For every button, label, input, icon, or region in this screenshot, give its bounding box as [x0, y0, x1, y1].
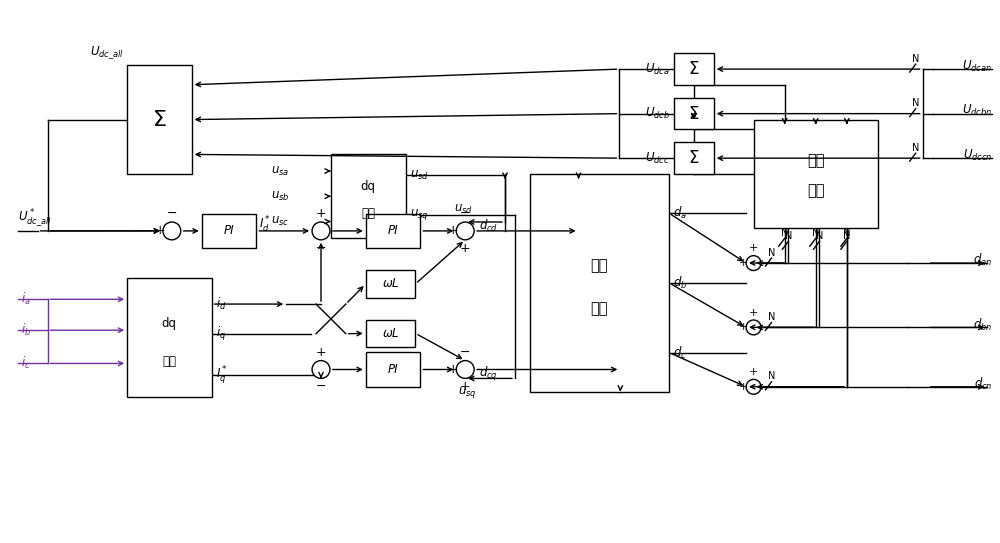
Text: N: N [785, 231, 792, 241]
Text: −: − [460, 345, 470, 358]
Text: 均压: 均压 [591, 301, 608, 317]
Text: N: N [816, 231, 823, 241]
Text: $i_d$: $i_d$ [216, 296, 226, 312]
Text: N: N [912, 54, 919, 64]
Text: N: N [781, 228, 788, 238]
Text: PI: PI [388, 224, 398, 237]
Text: 变换: 变换 [162, 355, 176, 368]
Text: $u_{sb}$: $u_{sb}$ [271, 190, 290, 203]
Text: PI: PI [224, 224, 234, 237]
Text: $U_{dcc}$: $U_{dcc}$ [645, 150, 670, 166]
Text: $d_{cn}$: $d_{cn}$ [974, 376, 992, 392]
Text: N: N [912, 143, 919, 153]
Text: $u_{sd}$: $u_{sd}$ [410, 169, 429, 182]
Circle shape [746, 256, 761, 270]
Text: $d_{cd}$: $d_{cd}$ [479, 218, 498, 234]
Text: $u_{sq}$: $u_{sq}$ [458, 386, 477, 400]
Text: $I^*_q$: $I^*_q$ [216, 364, 227, 386]
Text: $u_{sd}$: $u_{sd}$ [454, 203, 473, 216]
Text: $U_{dca}$: $U_{dca}$ [645, 61, 670, 77]
Text: +: + [316, 207, 326, 220]
Text: $d_{an}$: $d_{an}$ [973, 252, 992, 268]
Text: $d_{bn}$: $d_{bn}$ [973, 317, 992, 332]
Text: +: + [749, 367, 758, 377]
Text: N: N [768, 312, 775, 322]
Text: $\omega L$: $\omega L$ [382, 327, 399, 340]
Bar [127, 65, 192, 174]
Text: +: + [739, 382, 748, 392]
Text: +: + [739, 323, 748, 332]
Text: $U_{dcbn}$: $U_{dcbn}$ [962, 103, 992, 118]
Text: N: N [843, 228, 851, 238]
Text: $U^*_{dc\_all}$: $U^*_{dc\_all}$ [18, 207, 52, 229]
Text: 相内: 相内 [807, 154, 824, 168]
Text: −: − [167, 207, 177, 220]
Text: +: + [448, 363, 459, 376]
Text: $\Sigma$: $\Sigma$ [688, 60, 700, 78]
Text: $i_c$: $i_c$ [21, 356, 30, 371]
Text: −: − [316, 381, 326, 393]
Text: N: N [812, 228, 819, 238]
Text: −: − [460, 207, 470, 220]
Text: +: + [739, 258, 748, 268]
Text: −: − [316, 242, 326, 255]
Text: +: + [448, 224, 459, 237]
Text: $d_a$: $d_a$ [673, 205, 687, 221]
Bar [674, 142, 714, 174]
Text: $i_q$: $i_q$ [216, 325, 226, 343]
Text: $\Sigma$: $\Sigma$ [688, 105, 700, 123]
Bar [530, 174, 669, 392]
Text: +: + [460, 381, 471, 393]
Bar [366, 270, 415, 298]
Text: $i_b$: $i_b$ [21, 322, 31, 338]
Circle shape [456, 222, 474, 240]
Text: $u_{sq}$: $u_{sq}$ [410, 207, 428, 222]
Text: $\Sigma$: $\Sigma$ [152, 110, 167, 130]
Text: 均压: 均压 [807, 183, 824, 198]
Text: $U_{dc\_all}$: $U_{dc\_all}$ [90, 45, 124, 61]
Bar [202, 213, 256, 248]
Text: $u_{sa}$: $u_{sa}$ [271, 165, 290, 178]
Text: $d_c$: $d_c$ [673, 344, 687, 361]
Text: $\Sigma$: $\Sigma$ [688, 149, 700, 167]
Text: PI: PI [388, 363, 398, 376]
Text: $d_b$: $d_b$ [673, 275, 687, 291]
Text: 变换: 变换 [361, 206, 375, 219]
Circle shape [746, 320, 761, 335]
Bar [674, 98, 714, 129]
Text: N: N [768, 371, 775, 381]
Text: $u_{sc}$: $u_{sc}$ [271, 215, 289, 228]
Bar [366, 352, 420, 387]
Text: +: + [460, 242, 471, 255]
Text: N: N [912, 98, 919, 108]
Text: $d_{cq}$: $d_{cq}$ [479, 365, 498, 383]
Text: 相间: 相间 [591, 258, 608, 273]
Text: $U_{dcb}$: $U_{dcb}$ [645, 106, 670, 121]
Text: $I^*_d$: $I^*_d$ [259, 215, 271, 235]
Bar [754, 119, 878, 229]
Bar [331, 154, 406, 238]
Text: dq: dq [162, 317, 177, 330]
Text: dq: dq [361, 180, 376, 193]
Text: $U_{dccn}$: $U_{dccn}$ [963, 148, 992, 163]
Text: +: + [316, 345, 326, 358]
Text: +: + [155, 224, 165, 237]
Text: $U_{dcan}$: $U_{dcan}$ [962, 59, 992, 74]
Circle shape [746, 380, 761, 394]
Bar [366, 213, 420, 248]
Circle shape [312, 361, 330, 378]
Text: N: N [843, 231, 851, 241]
Bar [127, 278, 212, 397]
Bar [366, 319, 415, 347]
Text: +: + [749, 307, 758, 318]
Bar [674, 53, 714, 85]
Text: +: + [749, 243, 758, 253]
Text: $\omega L$: $\omega L$ [382, 277, 399, 291]
Text: N: N [768, 248, 775, 257]
Text: $i_a$: $i_a$ [21, 291, 30, 307]
Circle shape [312, 222, 330, 240]
Circle shape [163, 222, 181, 240]
Circle shape [456, 361, 474, 378]
